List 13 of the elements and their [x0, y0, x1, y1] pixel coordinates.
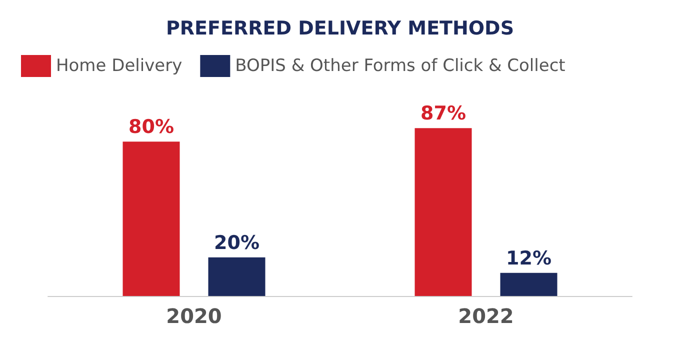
legend-label: BOPIS & Other Forms of Click & Collect [235, 56, 566, 76]
x-tick-label: 2020 [166, 304, 222, 328]
bar [500, 272, 558, 296]
bar [208, 257, 266, 296]
data-label: 87% [420, 102, 466, 125]
x-tick-label: 2022 [458, 304, 514, 328]
data-label: 80% [128, 116, 174, 138]
bar [414, 128, 472, 296]
legend-label: Home Delivery [56, 56, 182, 76]
data-label: 20% [214, 232, 260, 254]
bar [122, 142, 180, 296]
chart-title: PREFERRED DELIVERY METHODS [166, 18, 514, 40]
data-label: 12% [506, 247, 552, 270]
